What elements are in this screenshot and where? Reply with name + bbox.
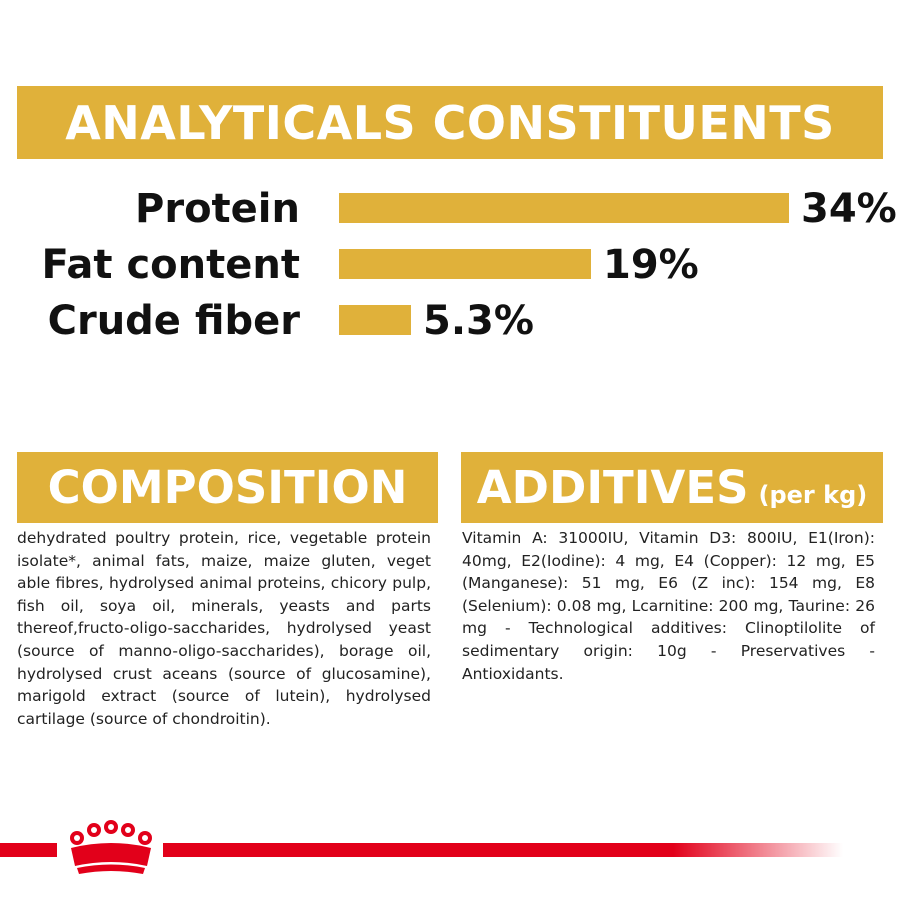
fat-content-bar-track: [339, 249, 789, 279]
fat-content-value: 19%: [603, 242, 699, 288]
crude-fiber-label: Crude fiber: [47, 298, 300, 344]
protein-value: 34%: [801, 186, 897, 232]
additives-subtitle: (per kg): [758, 480, 868, 509]
additives-banner: ADDITIVES (per kg): [461, 452, 883, 523]
composition-title: COMPOSITION: [47, 461, 408, 514]
protein-bar: [339, 193, 789, 223]
protein-label: Protein: [135, 186, 300, 232]
analytics-title: ANALYTICALS CONSTITUENTS: [65, 95, 835, 150]
analytics-banner: ANALYTICALS CONSTITUENTS: [17, 86, 883, 159]
composition-banner: COMPOSITION: [17, 452, 438, 523]
fat-content-bar: [339, 249, 591, 279]
crown-icon: [70, 820, 152, 874]
additives-text: Vitamin A: 31000IU, Vitamin D3: 800IU, E…: [462, 529, 875, 683]
fat-content-label: Fat content: [41, 242, 300, 288]
protein-bar-track: [339, 193, 789, 223]
crude-fiber-value: 5.3%: [423, 298, 534, 344]
crude-fiber-bar: [339, 305, 411, 335]
composition-text: dehydrated poultry protein, rice, vegeta…: [17, 529, 431, 728]
additives-title: ADDITIVES: [476, 461, 749, 514]
footer-red-line-right: [163, 843, 843, 857]
footer-red-line-left: [0, 843, 57, 857]
crude-fiber-bar-track: [339, 305, 789, 335]
